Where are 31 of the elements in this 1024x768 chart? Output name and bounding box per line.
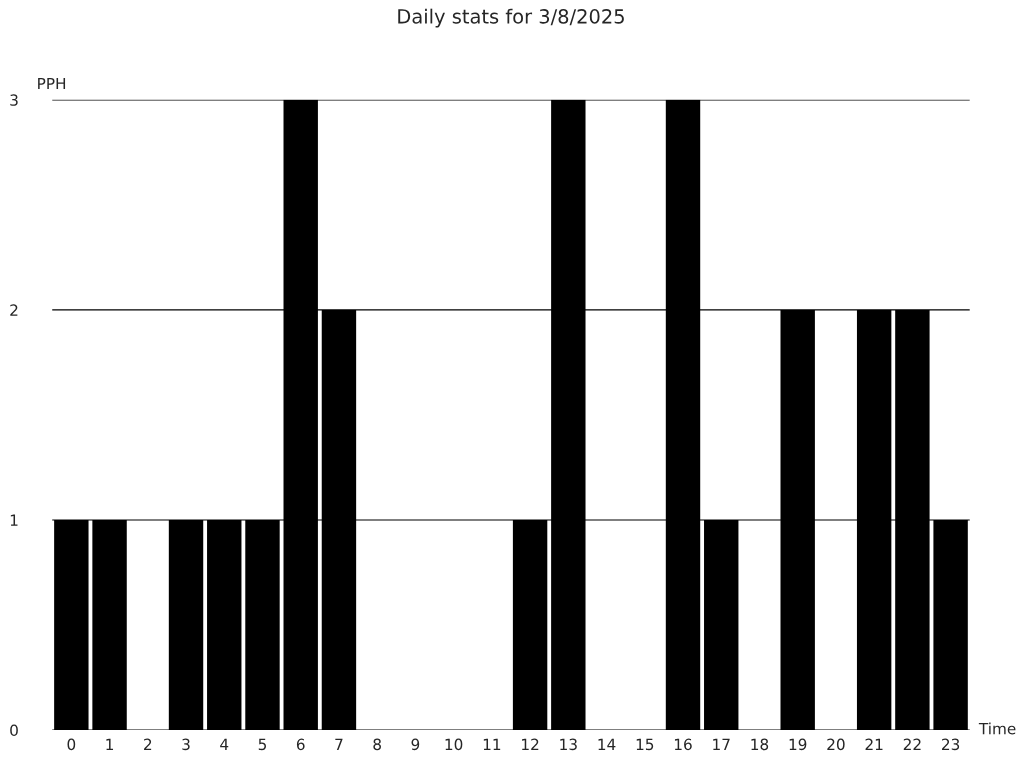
x-tick-label: 6 [296, 738, 305, 751]
x-tick-label: 12 [522, 738, 539, 750]
x-tick-label: 9 [411, 738, 420, 751]
y-tick-label: 0 [10, 724, 18, 737]
y-axis-title: PPH [38, 77, 66, 90]
x-tick-label: 3 [182, 738, 190, 751]
x-tick-label: 10 [445, 738, 463, 751]
x-tick-label: 2 [144, 738, 152, 750]
x-tick-label: 16 [674, 738, 692, 751]
x-tick-label: 19 [789, 738, 807, 751]
x-tick-label: 8 [373, 738, 381, 751]
y-tick-label: 1 [10, 514, 18, 526]
x-tick-label: 1 [106, 738, 114, 750]
x-tick-label: 17 [713, 738, 730, 750]
x-axis-title: Time [978, 722, 1016, 735]
x-tick-label: 4 [220, 738, 229, 750]
x-tick-label: 5 [258, 738, 267, 751]
x-tick-label: 20 [827, 738, 845, 751]
x-tick-label: 14 [598, 738, 616, 750]
x-tick-label: 0 [67, 738, 76, 751]
x-tick-label: 22 [903, 738, 921, 750]
x-tick-label: 11 [483, 738, 501, 750]
x-tick-label: 23 [942, 738, 960, 751]
x-tick-label: 13 [560, 738, 577, 751]
x-tick-label: 7 [335, 738, 343, 750]
y-tick-label: 2 [10, 304, 18, 316]
x-tick-label: 18 [751, 738, 769, 751]
x-tick-label: 21 [865, 738, 883, 750]
chart-title: Daily stats for 3/8/2025 [398, 8, 624, 28]
x-tick-label: 15 [636, 738, 654, 751]
y-tick-label: 3 [10, 94, 18, 106]
